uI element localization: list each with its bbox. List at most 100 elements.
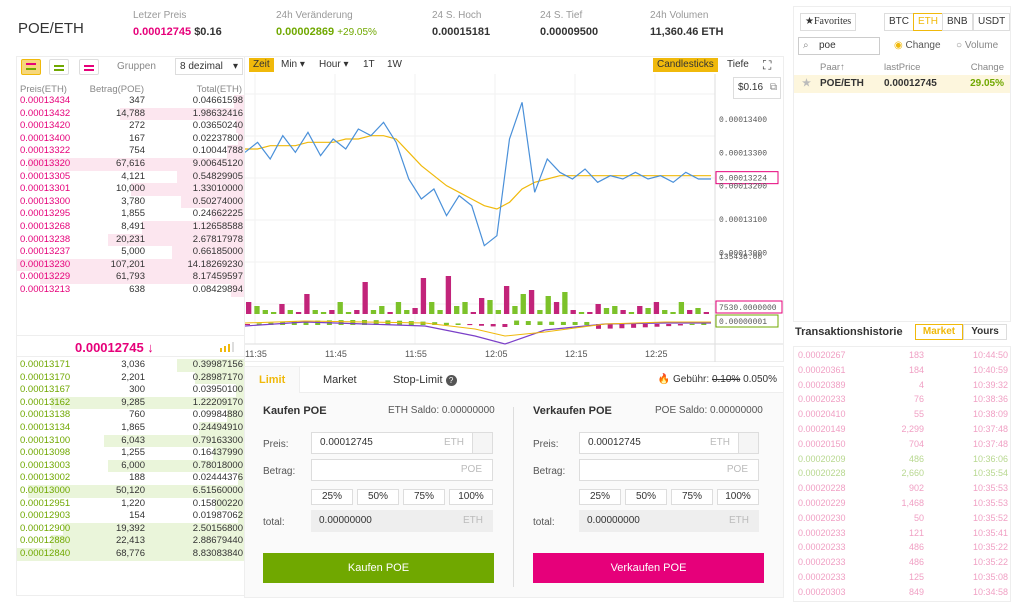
both-sides-icon[interactable] [21,59,41,75]
help-icon[interactable]: ? [445,375,457,386]
order-row[interactable]: 0.00013301 10,000 1.33010000 [17,183,245,196]
history-tab-yours[interactable]: Yours [963,324,1007,340]
order-row[interactable]: 0.00013003 6,000 0.78018000 [17,459,245,473]
order-row[interactable]: 0.00013171 3,036 0.39987156 [17,359,245,372]
order-price: 0.00013134 [20,422,71,433]
buy-amount-input[interactable]: POE [311,459,493,481]
order-row[interactable]: 0.00012880 22,413 2.88679440 [17,535,245,548]
candlesticks-button[interactable]: Candlesticks [653,58,718,72]
order-row[interactable]: 0.00012951 1,220 0.15800220 [17,497,245,511]
order-row[interactable]: 0.00013134 1,865 0.24494910 [17,422,245,435]
order-row[interactable]: 0.00013238 20,231 2.67817978 [17,233,245,247]
buy-button[interactable]: Kaufen POE [263,553,494,583]
order-row[interactable]: 0.00013002 188 0.02444376 [17,472,245,485]
order-row[interactable]: 0.00012900 19,392 2.50156800 [17,522,245,536]
market-tab-bnb[interactable]: BNB [942,13,973,31]
radio-unchecked-icon: ○ [956,40,963,51]
order-amount: 754 [129,145,145,157]
volume-bar [603,308,610,314]
decimals-select[interactable]: 8 dezimal ▾ [175,58,243,75]
price-axis-label: 0.00013000 [719,249,767,258]
interval-time[interactable]: Zeit [249,58,274,72]
price-stepper[interactable] [472,433,492,453]
order-row[interactable]: 0.00013268 8,491 1.12658588 [17,221,245,234]
market-row-poe-eth[interactable]: ★ POE/ETH 0.00012745 29.05% [794,75,1010,93]
buy-pct-75[interactable]: 75% [403,489,445,505]
order-row[interactable]: 0.00013230 107,201 14.18269230 [17,258,245,272]
buy-pct-25[interactable]: 25% [311,489,353,505]
fullscreen-icon[interactable]: ⛶ [763,58,772,72]
tab-limit[interactable]: Limit [245,367,301,393]
sell-price-input[interactable]: 0.00012745 ETH [579,432,759,454]
sell-amount-input[interactable]: POE [579,459,759,481]
sell-pct-50[interactable]: 50% [625,489,667,505]
market-col-change[interactable]: Change [970,62,1004,73]
time-axis-label: 11:45 [325,349,347,359]
external-link-icon[interactable]: ⧉ [769,82,777,93]
favorites-tab[interactable]: ★Favorites [800,13,857,31]
volume-bar [362,282,368,314]
interval-hour[interactable]: Hour ▾ [319,59,349,70]
order-row[interactable]: 0.00013229 61,793 8.17459597 [17,271,245,284]
market-col-price[interactable]: lastPrice [884,62,921,73]
order-total: 0.66185000 [192,246,243,258]
macd-bar [303,321,309,325]
radio-change[interactable]: ◉ Change [894,40,941,51]
volume-bar [246,302,252,314]
order-row[interactable]: 0.00013300 3,780 0.50274000 [17,195,245,209]
order-row[interactable]: 0.00013098 1,255 0.16437990 [17,447,245,460]
market-search-input[interactable]: ⌕ poe [798,37,880,55]
market-col-pair[interactable]: Paar↑ [820,62,845,73]
buy-pct-100[interactable]: 100% [449,489,493,505]
market-tab-eth[interactable]: ETH [913,13,943,31]
caret-down-icon: ▾ [232,61,238,72]
volume-bar [420,278,427,314]
order-price: 0.00013213 [20,284,71,295]
order-row[interactable]: 0.00013138 760 0.09984880 [17,409,245,422]
order-row[interactable]: 0.00013213 638 0.08429894 [17,284,245,297]
order-row[interactable]: 0.00013167 300 0.03950100 [17,384,245,397]
order-row[interactable]: 0.00013434 347 0.04661598 [17,95,245,108]
order-amount: 188 [129,472,145,484]
history-tab-market[interactable]: Market [915,324,963,340]
order-row[interactable]: 0.00013322 754 0.10044788 [17,145,245,158]
chart-canvas[interactable]: 0.00013400 0.00013300 0.000132240.00013200… [245,74,783,362]
interval-min[interactable]: Min ▾ [281,59,305,70]
order-row[interactable]: 0.00013432 14,788 1.98632416 [17,107,245,121]
order-row[interactable]: 0.00012840 68,776 8.83083840 [17,548,245,561]
market-tab-btc[interactable]: BTC [884,13,914,31]
sell-pct-75[interactable]: 75% [671,489,713,505]
order-row[interactable]: 0.00013420 272 0.03650240 [17,120,245,133]
buy-price-input[interactable]: 0.00012745 ETH [311,432,493,454]
order-row[interactable]: 0.00013320 67,616 9.00645120 [17,158,245,171]
order-row[interactable]: 0.00013400 167 0.02237800 [17,132,245,146]
order-row[interactable]: 0.00013000 50,120 6.51560000 [17,485,245,498]
order-price: 0.00013003 [20,459,71,471]
radio-volume[interactable]: ○ Volume [956,40,999,51]
interval-1d[interactable]: 1T [363,59,375,70]
interval-1w[interactable]: 1W [387,59,402,70]
order-row[interactable]: 0.00013295 1,855 0.24662225 [17,208,245,221]
order-row[interactable]: 0.00013305 4,121 0.54829905 [17,170,245,184]
depth-button[interactable]: Tiefe [727,59,749,70]
sell-button[interactable]: Verkaufen POE [533,553,764,583]
market-tab-usdt[interactable]: USDT [973,13,1011,31]
order-row[interactable]: 0.00013162 9,285 1.22209170 [17,396,245,410]
buy-pct-50[interactable]: 50% [357,489,399,505]
tab-market[interactable]: Market [323,374,357,386]
star-icon[interactable]: ★ [802,78,811,89]
order-row[interactable]: 0.00013237 5,000 0.66185000 [17,246,245,259]
bids-only-icon[interactable] [49,59,69,75]
price-stepper[interactable] [738,433,758,453]
order-row[interactable]: 0.00013100 6,043 0.79163300 [17,434,245,448]
order-row[interactable]: 0.00013170 2,201 0.28987170 [17,371,245,385]
tab-stop-limit[interactable]: Stop-Limit ? [379,367,471,393]
sell-pct-100[interactable]: 100% [717,489,759,505]
price-chart[interactable]: Zeit Min ▾ Hour ▾ 1T 1W Candlesticks Tie… [244,56,784,362]
volume-bar [670,312,676,314]
sell-pct-25[interactable]: 25% [579,489,621,505]
volume-bar [395,302,402,314]
volume-bar [329,310,335,314]
asks-only-icon[interactable] [79,59,99,75]
order-row[interactable]: 0.00012903 154 0.01987062 [17,510,245,523]
